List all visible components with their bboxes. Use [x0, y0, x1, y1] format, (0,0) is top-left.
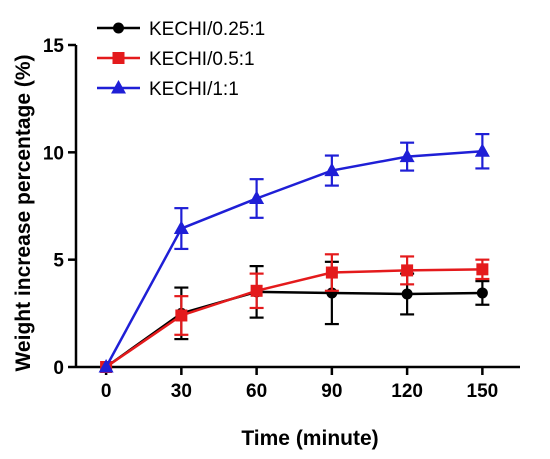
legend-item: KECHI/0.5:1 [97, 49, 255, 70]
data-point [476, 287, 488, 299]
data-point [324, 162, 340, 177]
data-point [474, 143, 490, 157]
legend-marker [111, 80, 126, 94]
legend-item: KECHI/1:1 [97, 79, 239, 100]
x-tick-label: 30 [171, 381, 192, 402]
data-point [399, 148, 415, 163]
legend-label: KECHI/1:1 [149, 79, 239, 100]
data-point [173, 220, 189, 235]
y-tick-label: 15 [43, 36, 65, 57]
series-0 [100, 260, 490, 373]
series-layer [98, 132, 490, 373]
data-point [401, 264, 414, 277]
x-tick-label: 90 [321, 381, 342, 402]
data-point [98, 359, 114, 373]
x-tick-label: 150 [467, 381, 499, 402]
data-point [325, 266, 338, 279]
legend-label: KECHI/0.5:1 [149, 49, 255, 70]
x-tick-label: 60 [246, 381, 267, 402]
data-point [249, 190, 265, 204]
data-point [175, 309, 188, 322]
data-point [401, 288, 413, 300]
y-tick-label: 5 [53, 251, 64, 272]
series-2 [98, 132, 490, 373]
x-axis-label: Time (minute) [241, 427, 378, 450]
x-tick-label: 0 [101, 381, 112, 402]
legend: KECHI/0.25:1 KECHI/0.5:1 KECHI/1:1 [97, 19, 265, 100]
series-line [105, 290, 483, 369]
legend-marker [112, 52, 125, 64]
series-line [105, 268, 483, 369]
y-tick-label: 0 [53, 358, 64, 379]
y-tick-label: 10 [43, 143, 64, 164]
legend-item: KECHI/0.25:1 [97, 19, 265, 40]
data-point [476, 263, 489, 276]
x-tick-label: 120 [391, 381, 423, 402]
y-axis-label: Weight increase percentage (%) [12, 54, 35, 371]
legend-label: KECHI/0.25:1 [149, 19, 265, 40]
series-line [105, 150, 483, 368]
data-point [250, 284, 263, 297]
legend-marker [113, 22, 124, 34]
